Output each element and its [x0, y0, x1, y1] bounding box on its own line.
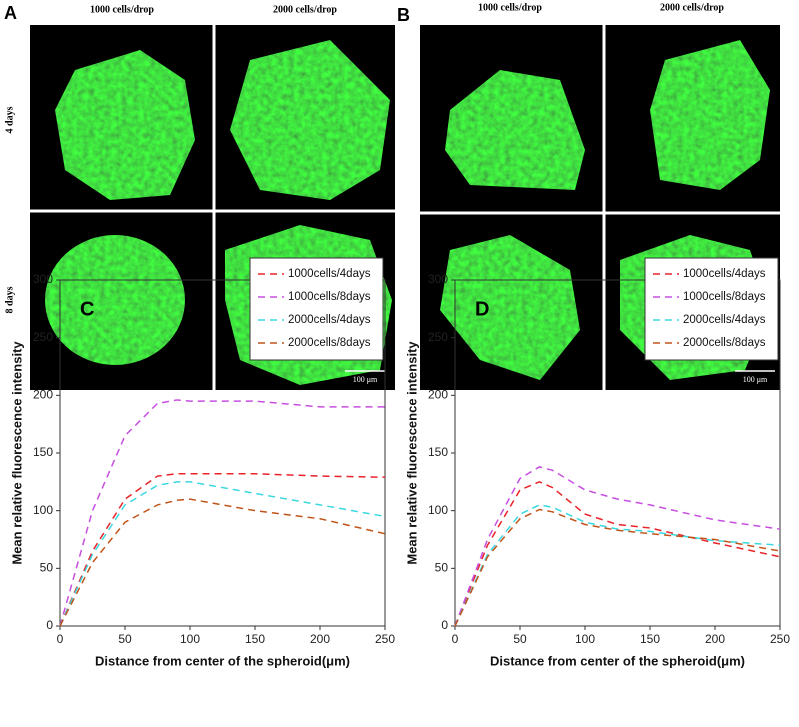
x-axis-label: Distance from center of the spheroid(μm)	[490, 653, 745, 668]
column-label: 1000 cells/drop	[478, 2, 542, 13]
y-axis-label: Mean relative fluorescence intensity	[9, 341, 24, 565]
series-line	[59, 473, 386, 627]
x-tick-label: 150	[245, 632, 265, 646]
row-label: 4 days	[4, 106, 15, 133]
panel-label: D	[475, 298, 489, 320]
y-tick-label: 100	[33, 503, 53, 517]
x-tick-label: 250	[770, 632, 790, 646]
series-line	[454, 504, 781, 627]
legend-label: 1000cells/8days	[288, 291, 371, 303]
legend-label: 2000cells/4days	[683, 314, 766, 326]
x-tick-label: 50	[118, 632, 132, 646]
y-tick-label: 150	[33, 445, 53, 459]
y-tick-label: 50	[435, 561, 449, 575]
y-tick-label: 300	[33, 272, 53, 286]
legend-label: 1000cells/8days	[683, 291, 766, 303]
panel-label: C	[80, 298, 94, 320]
series-line	[59, 399, 385, 627]
y-tick-label: 0	[46, 618, 53, 632]
x-tick-label: 50	[513, 632, 527, 646]
y-tick-label: 200	[428, 388, 448, 402]
x-tick-label: 100	[575, 632, 595, 646]
spheroid	[440, 235, 580, 380]
series-line	[454, 508, 781, 627]
x-tick-label: 200	[705, 632, 725, 646]
y-tick-label: 300	[428, 272, 448, 286]
column-label: 1000 cells/drop	[90, 4, 154, 15]
legend-label: 2000cells/8days	[683, 337, 766, 349]
y-tick-label: 150	[428, 445, 448, 459]
legend-label: 2000cells/4days	[288, 314, 371, 326]
spheroid	[45, 235, 185, 365]
spheroid	[650, 40, 770, 190]
column-label: 2000 cells/drop	[660, 2, 724, 13]
x-tick-label: 250	[375, 632, 395, 646]
spheroid	[55, 50, 195, 200]
spheroid	[445, 70, 585, 190]
legend-label: 1000cells/4days	[683, 268, 766, 280]
scale-label: 100 μm	[353, 375, 378, 384]
series-line	[59, 498, 386, 627]
series-line	[454, 466, 781, 627]
panel-label: A	[4, 3, 17, 23]
x-tick-label: 200	[310, 632, 330, 646]
x-axis-label: Distance from center of the spheroid(μm)	[95, 653, 350, 668]
x-tick-label: 100	[180, 632, 200, 646]
y-tick-label: 50	[40, 561, 54, 575]
column-label: 2000 cells/drop	[273, 4, 337, 15]
y-axis-label: Mean relative fluorescence intensity	[404, 341, 419, 565]
x-tick-label: 0	[57, 632, 64, 646]
scale-label: 100 μm	[743, 375, 768, 384]
legend-label: 2000cells/8days	[288, 337, 371, 349]
y-tick-label: 250	[428, 330, 448, 344]
series-line	[454, 481, 781, 627]
y-tick-label: 200	[33, 388, 53, 402]
series-line	[59, 481, 386, 627]
spheroid	[230, 40, 390, 200]
y-tick-label: 100	[428, 503, 448, 517]
legend-label: 1000cells/4days	[288, 268, 371, 280]
x-tick-label: 0	[452, 632, 459, 646]
y-tick-label: 250	[33, 330, 53, 344]
y-tick-label: 0	[441, 618, 448, 632]
row-label: 8 days	[4, 286, 15, 313]
x-tick-label: 150	[640, 632, 660, 646]
panel-label: B	[397, 5, 410, 25]
